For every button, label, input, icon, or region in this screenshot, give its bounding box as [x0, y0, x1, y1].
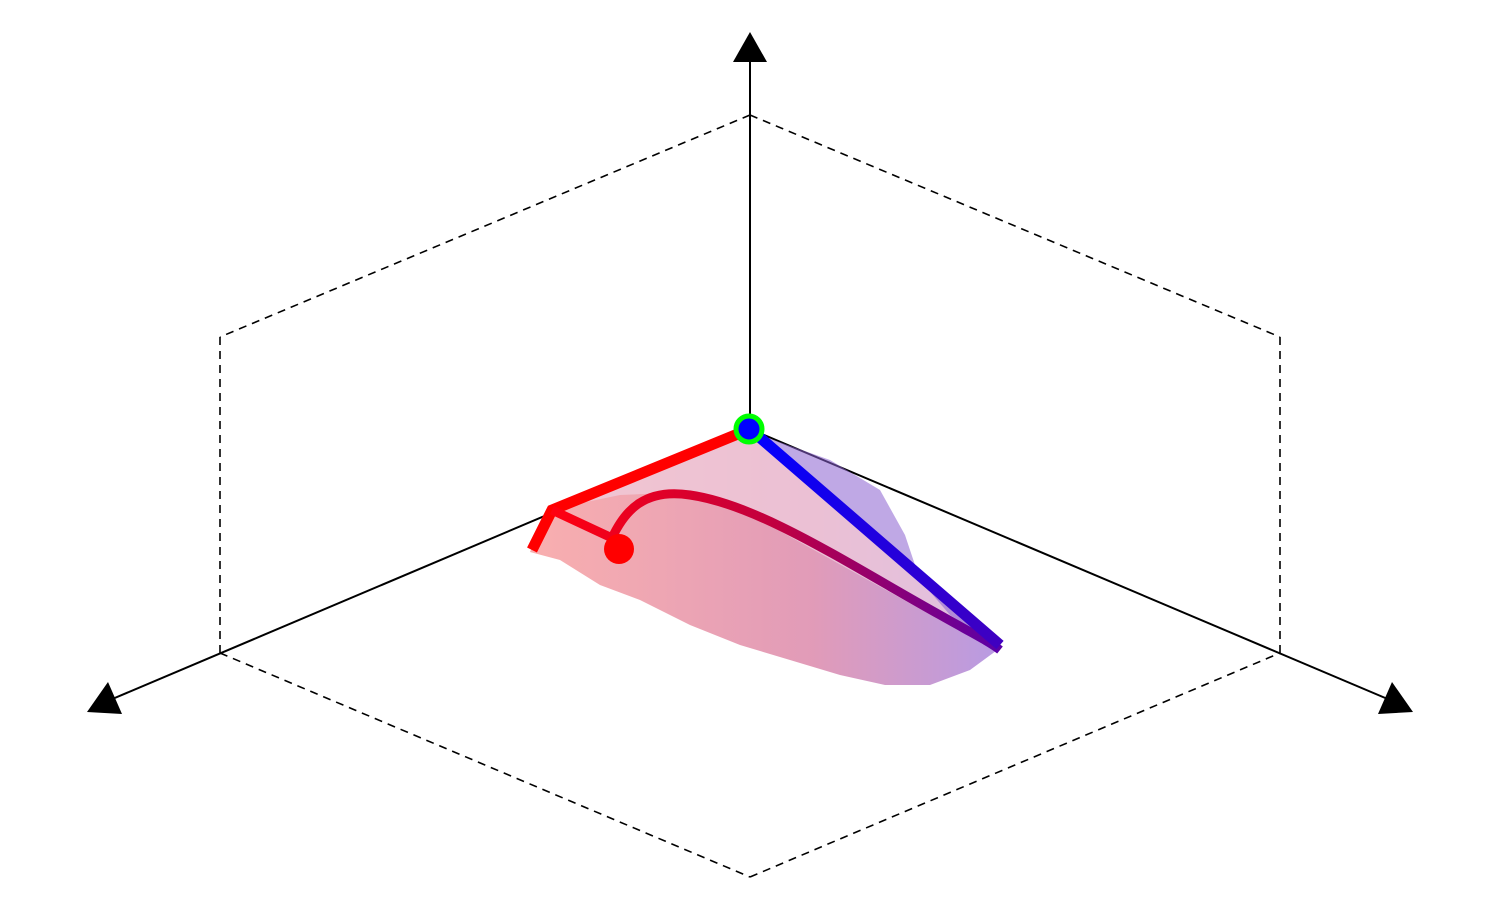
- origin-marker: [733, 413, 765, 445]
- box-edge: [749, 114, 1281, 338]
- box-edge: [749, 652, 1281, 878]
- surface-upper-sheet: [548, 429, 1000, 648]
- x-axis-arrow-icon: [87, 682, 122, 714]
- box-edge: [219, 114, 751, 338]
- box-edge: [219, 652, 751, 878]
- blue-path: [746, 424, 1004, 650]
- y-axis-arrow-icon: [1378, 682, 1413, 714]
- bounding-box: [219, 114, 1281, 878]
- y-axis: [749, 428, 1391, 701]
- trajectory-curve: [550, 489, 1003, 654]
- end-point-marker: [604, 534, 634, 564]
- z-axis-arrow-icon: [733, 32, 767, 62]
